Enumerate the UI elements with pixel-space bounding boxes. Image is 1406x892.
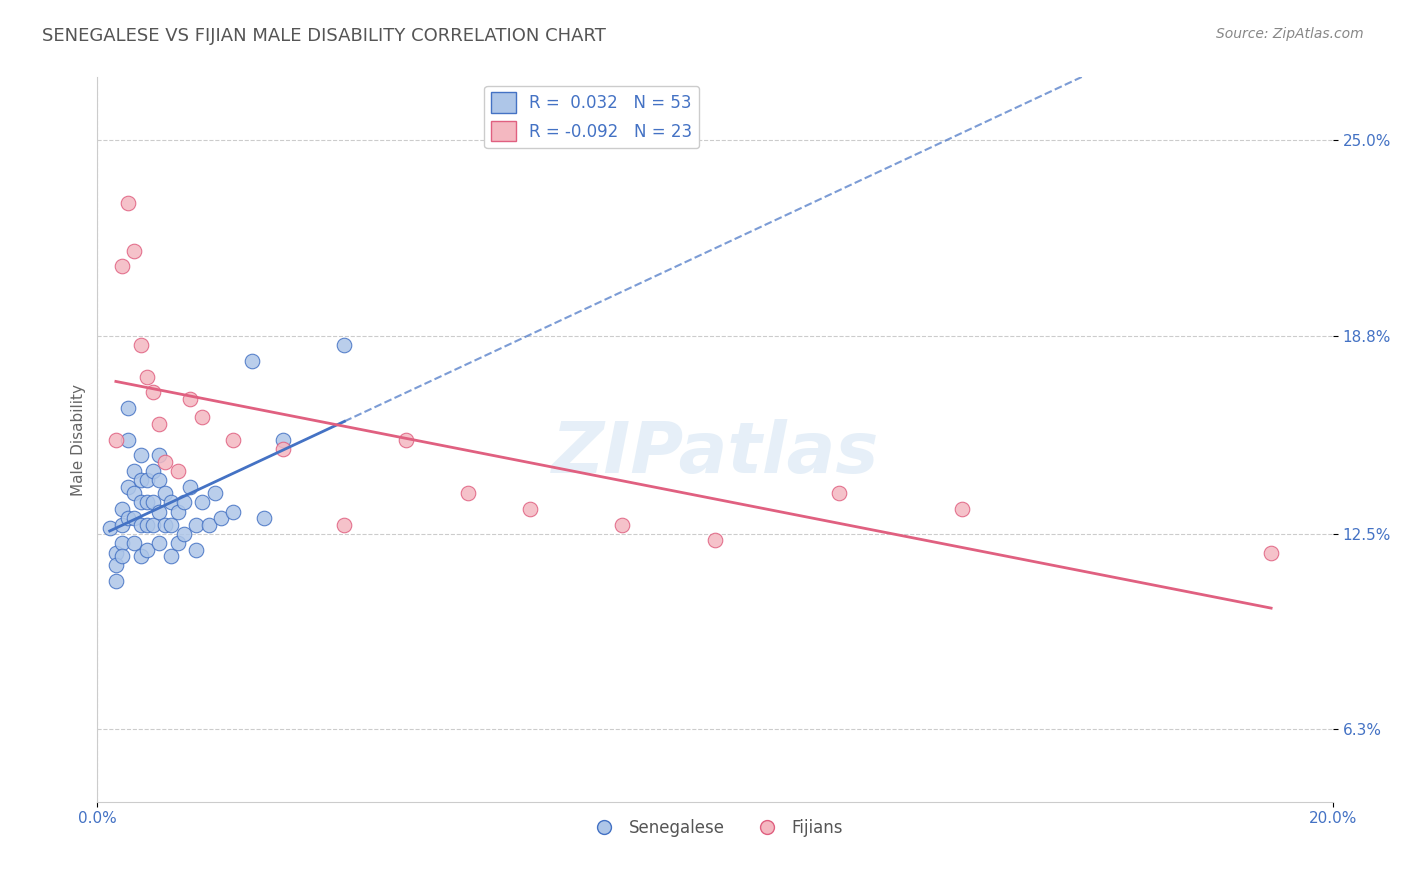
Point (1260, 546, 1282, 560)
Point (117, 401, 139, 415)
Point (142, 464, 165, 478)
Y-axis label: Male Disability: Male Disability (72, 384, 86, 496)
Point (828, 486, 851, 500)
Point (191, 410, 214, 425)
Point (111, 260, 134, 274)
Point (98, 521, 121, 535)
Point (135, 369, 157, 384)
Point (950, 501, 973, 516)
Point (148, 505, 170, 519)
Point (271, 442, 294, 456)
Point (104, 433, 127, 447)
Point (222, 505, 245, 519)
Point (155, 454, 177, 468)
Point (457, 486, 479, 500)
Point (117, 511, 139, 525)
Point (209, 511, 232, 525)
Point (129, 474, 152, 488)
Text: ZIPatlas: ZIPatlas (551, 419, 879, 489)
Point (155, 517, 177, 532)
Point (129, 495, 152, 509)
Point (135, 474, 157, 488)
Point (148, 536, 170, 550)
Point (179, 480, 201, 494)
Point (148, 417, 170, 431)
Point (148, 474, 170, 488)
Point (124, 536, 146, 550)
Point (155, 486, 177, 500)
Point (333, 517, 356, 532)
Text: SENEGALESE VS FIJIAN MALE DISABILITY CORRELATION CHART: SENEGALESE VS FIJIAN MALE DISABILITY COR… (42, 27, 606, 45)
Point (142, 517, 165, 532)
Point (253, 511, 276, 525)
Point (191, 495, 214, 509)
Point (197, 517, 219, 532)
Point (129, 448, 152, 462)
Point (111, 517, 134, 532)
Point (148, 448, 170, 462)
Point (135, 517, 157, 532)
Point (111, 501, 134, 516)
Point (240, 353, 263, 368)
Point (271, 433, 294, 447)
Point (173, 527, 195, 541)
Point (129, 517, 152, 532)
Point (166, 505, 188, 519)
Point (142, 495, 165, 509)
Point (166, 536, 188, 550)
Point (160, 549, 183, 563)
Point (173, 495, 195, 509)
Point (166, 464, 188, 478)
Point (160, 495, 183, 509)
Point (124, 486, 146, 500)
Point (704, 533, 727, 548)
Point (186, 517, 208, 532)
Point (179, 392, 201, 406)
Point (519, 501, 541, 516)
Point (142, 385, 165, 400)
Point (395, 433, 418, 447)
Point (124, 464, 146, 478)
Point (612, 517, 634, 532)
Point (135, 495, 157, 509)
Point (111, 536, 134, 550)
Text: Source: ZipAtlas.com: Source: ZipAtlas.com (1216, 27, 1364, 41)
Point (204, 486, 226, 500)
Point (124, 511, 146, 525)
Point (104, 574, 127, 589)
Point (104, 558, 127, 573)
Point (186, 542, 208, 557)
Point (117, 433, 139, 447)
Point (111, 549, 134, 563)
Point (222, 433, 245, 447)
Point (129, 338, 152, 352)
Point (117, 196, 139, 211)
Point (124, 244, 146, 258)
Point (333, 338, 356, 352)
Legend: Senegalese, Fijians: Senegalese, Fijians (581, 813, 849, 844)
Point (160, 517, 183, 532)
Point (135, 542, 157, 557)
Point (104, 546, 127, 560)
Point (129, 549, 152, 563)
Point (117, 480, 139, 494)
